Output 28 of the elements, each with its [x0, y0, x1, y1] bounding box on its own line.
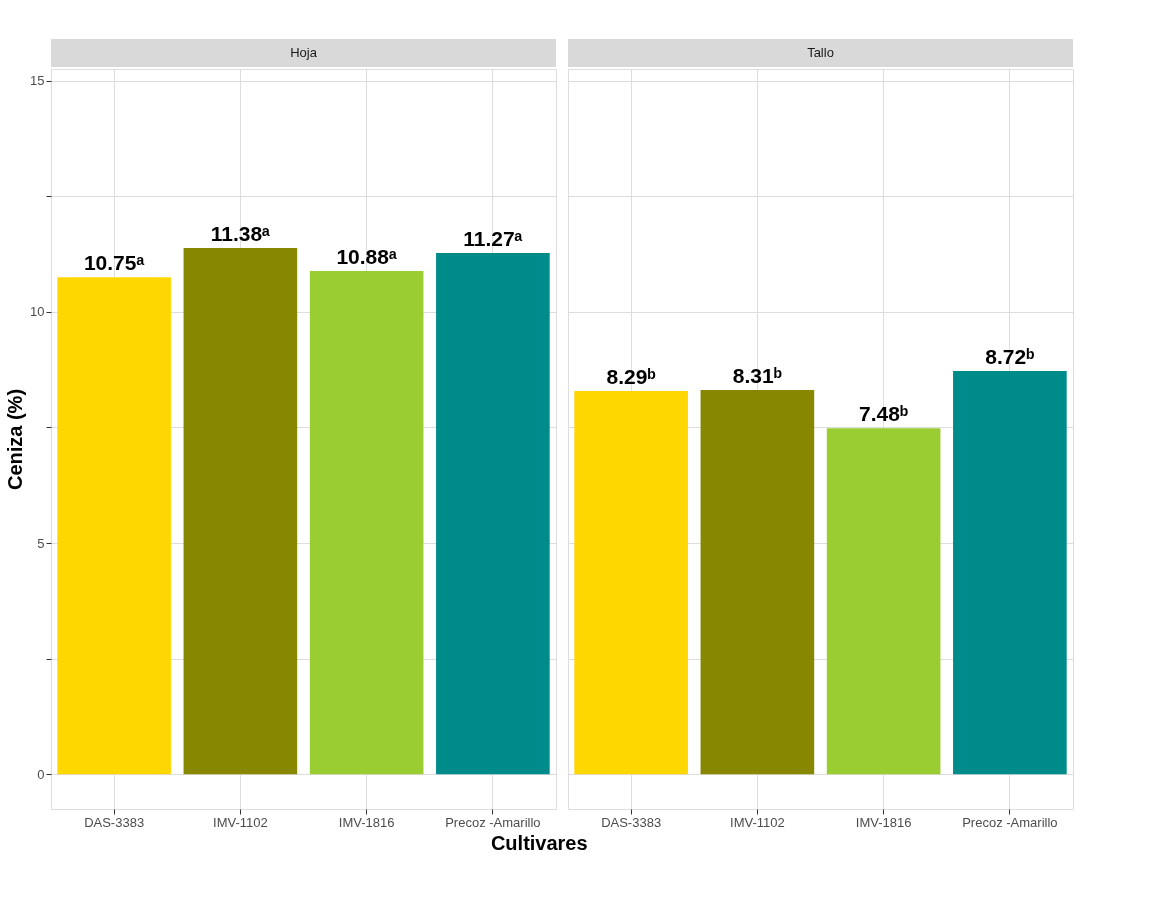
y-tick-label: 5: [37, 535, 45, 551]
data-label: 8.72ᵇ: [985, 345, 1035, 369]
y-tick-label: 0: [37, 766, 45, 782]
x-tick-label: IMV-1102: [213, 814, 268, 830]
x-tick-label: IMV-1102: [730, 814, 785, 830]
y-tick-label: 10: [30, 304, 45, 320]
data-label: 7.48ᵇ: [859, 402, 909, 426]
x-tick-label: DAS-3383: [601, 814, 662, 830]
bar: [826, 428, 941, 775]
y-tick-label: 15: [30, 73, 45, 89]
data-label: 8.29ᵇ: [606, 364, 656, 388]
x-tick-label: IMV-1816: [338, 814, 395, 830]
data-label: 10.75ᵃ: [83, 251, 145, 275]
data-label: 11.38ᵃ: [210, 221, 271, 245]
x-tick-label: Precoz -Amarillo: [445, 814, 541, 830]
data-label: 8.31ᵇ: [732, 363, 782, 387]
bar: [574, 390, 688, 775]
x-tick-label: IMV-1816: [855, 814, 912, 830]
y-axis-title: Ceniza (%): [4, 388, 27, 491]
x-tick-label: Precoz -Amarillo: [962, 814, 1058, 830]
x-axis-title: Cultivares: [490, 831, 588, 854]
bar: [953, 371, 1067, 775]
data-label: 10.88ᵃ: [336, 245, 397, 269]
chart-title: Tallo: [807, 45, 834, 60]
data-label: 11.27ᵃ: [463, 227, 523, 251]
x-tick-label: DAS-3383: [84, 814, 145, 830]
bar: [700, 389, 815, 775]
chart-title: Hoja: [290, 45, 318, 60]
